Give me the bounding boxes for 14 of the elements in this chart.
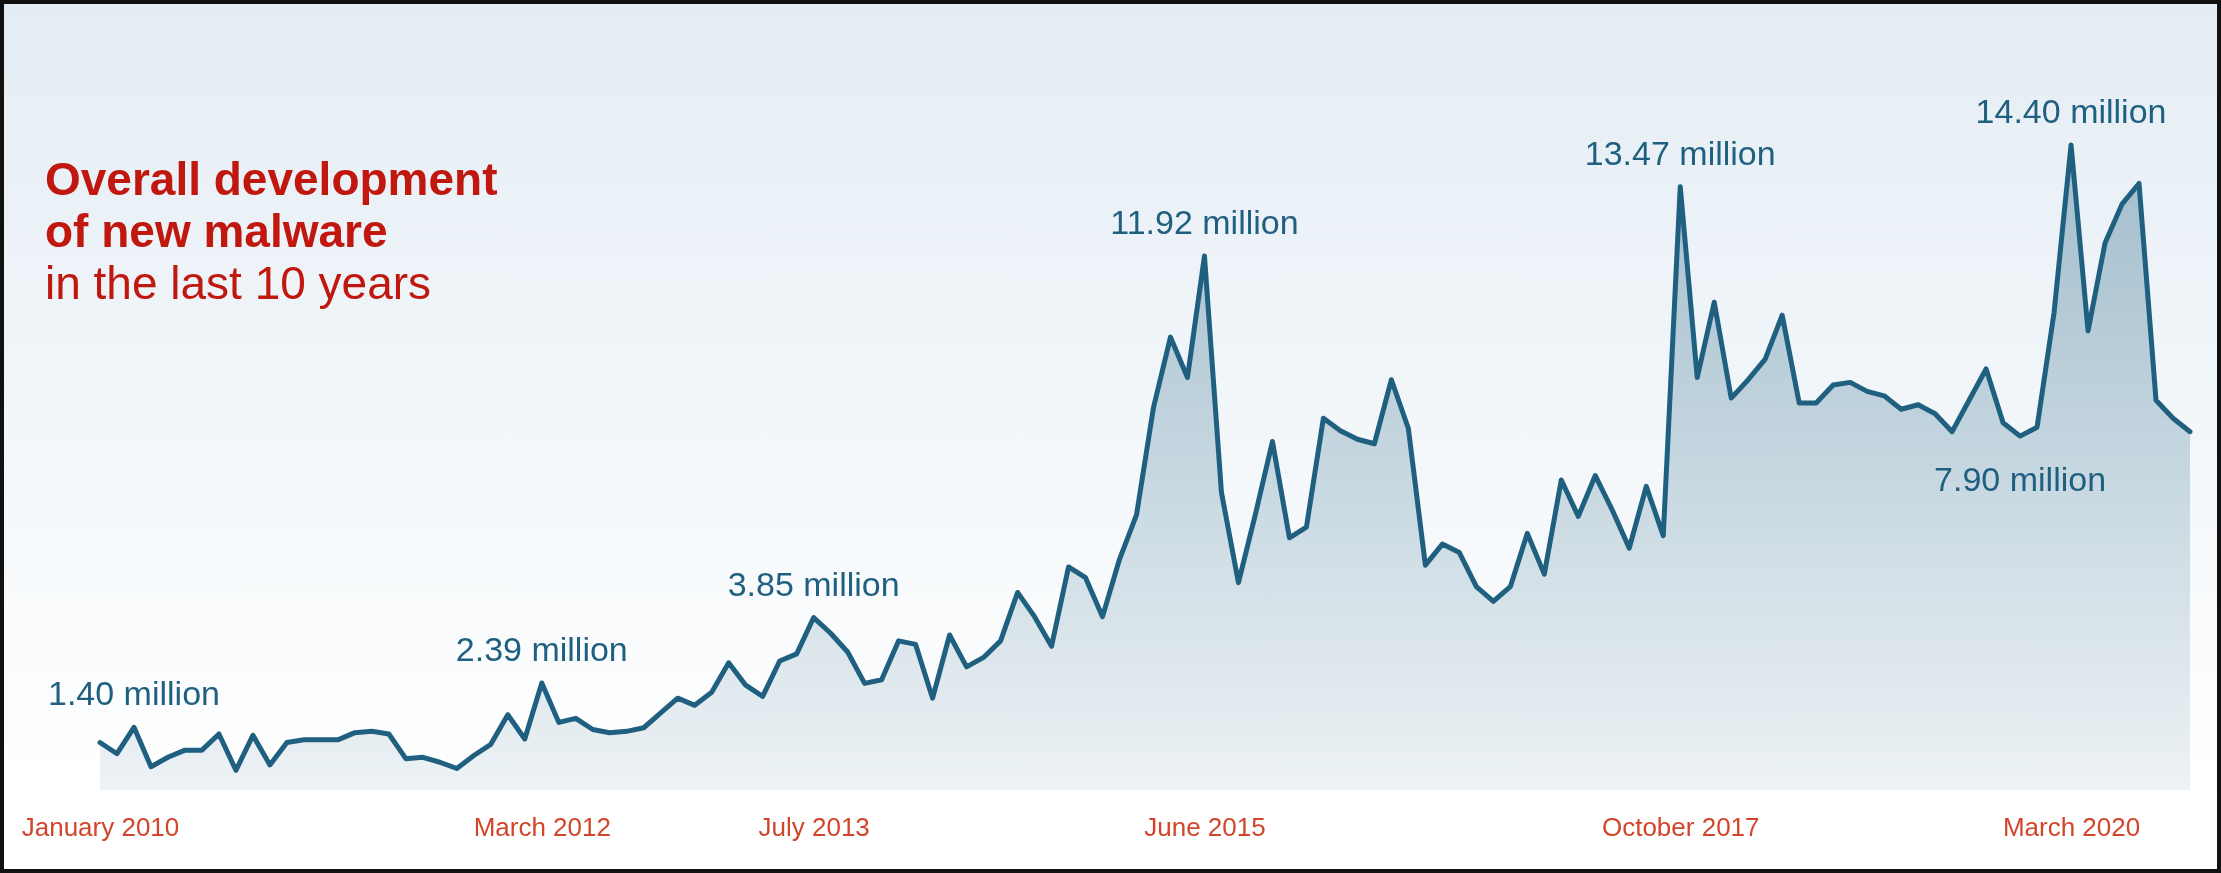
x-tick-label: March 2020 bbox=[2002, 812, 2141, 843]
x-tick-label: July 2013 bbox=[758, 812, 870, 843]
data-label: 7.90 million bbox=[1934, 460, 2107, 499]
data-label: 11.92 million bbox=[1110, 203, 1299, 242]
data-label: 3.85 million bbox=[727, 564, 900, 603]
data-label: 14.40 million bbox=[1975, 92, 2167, 130]
data-label: 2.39 million bbox=[455, 629, 628, 668]
x-tick-label: June 2015 bbox=[1144, 812, 1266, 843]
x-tick-label: March 2012 bbox=[473, 812, 611, 843]
data-label: 13.47 million bbox=[1584, 133, 1776, 172]
x-tick-label: January 2010 bbox=[21, 812, 180, 843]
x-tick-label: October 2017 bbox=[1601, 812, 1760, 843]
text: in the last 10 years bbox=[45, 257, 432, 309]
data-label: 1.40 million bbox=[47, 674, 220, 713]
